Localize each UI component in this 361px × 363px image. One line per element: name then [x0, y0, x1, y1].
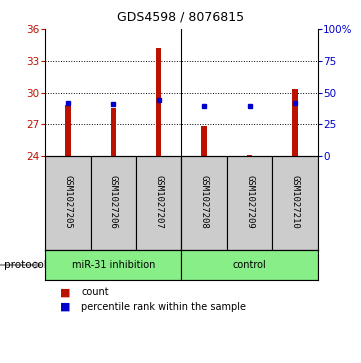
- Text: GSM1027209: GSM1027209: [245, 175, 254, 228]
- Text: GSM1027206: GSM1027206: [109, 175, 118, 228]
- Bar: [65, 105, 70, 156]
- Bar: [292, 89, 298, 156]
- Bar: [247, 155, 252, 156]
- Text: percentile rank within the sample: percentile rank within the sample: [81, 302, 246, 312]
- Bar: [45, 250, 181, 280]
- Text: count: count: [81, 287, 109, 297]
- Bar: [45, 156, 91, 250]
- Bar: [227, 156, 272, 250]
- Bar: [156, 48, 161, 156]
- Text: GSM1027208: GSM1027208: [200, 175, 209, 228]
- Bar: [272, 156, 318, 250]
- Bar: [91, 156, 136, 250]
- Text: GSM1027207: GSM1027207: [154, 175, 163, 228]
- Bar: [201, 126, 207, 156]
- Text: GSM1027210: GSM1027210: [291, 175, 300, 228]
- Text: control: control: [233, 260, 266, 270]
- Bar: [182, 156, 227, 250]
- Text: ■: ■: [60, 287, 70, 297]
- Bar: [110, 109, 116, 156]
- Text: GSM1027205: GSM1027205: [63, 175, 72, 228]
- Text: miR-31 inhibition: miR-31 inhibition: [71, 260, 155, 270]
- Text: protocol: protocol: [4, 260, 46, 270]
- Text: GDS4598 / 8076815: GDS4598 / 8076815: [117, 11, 244, 24]
- Text: ■: ■: [60, 302, 70, 312]
- Bar: [136, 156, 181, 250]
- Bar: [182, 250, 318, 280]
